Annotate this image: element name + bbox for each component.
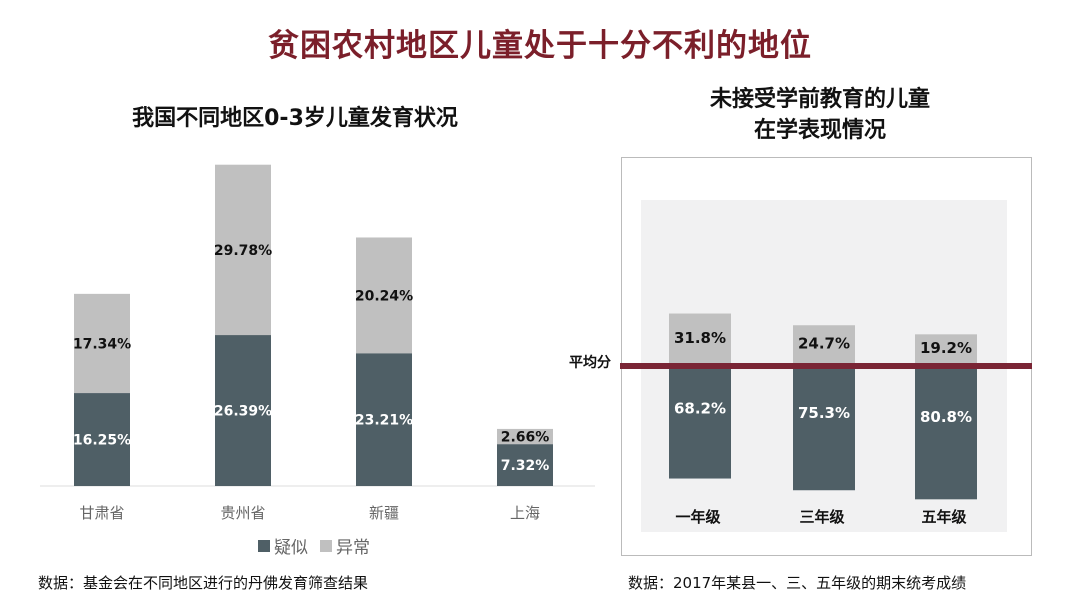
x-tick-label: 三年级 [799,508,845,526]
x-tick-label: 甘肃省 [79,504,124,522]
data-label-below: 68.2% [674,399,726,417]
right-title-line-2: 在学表现情况 [753,118,886,143]
data-label-above: 31.8% [674,329,726,347]
legend-label-yisi: 疑似 [274,538,308,558]
bar-yisi-3 [497,444,553,486]
bar-yichang-0 [74,293,130,394]
left-footnote: 数据：基金会在不同地区进行的丹佛发育筛查结果 [38,574,369,592]
legend-swatch-yichang [320,540,332,552]
bar-score-above-1 [793,325,855,366]
bar-score-below-0 [669,366,731,479]
data-label-yichang: 17.34% [73,336,131,352]
main-title: 贫困农村地区儿童处于十分不利的地位 [268,28,812,64]
x-tick-label: 新疆 [369,504,399,522]
bar-yisi-1 [215,335,271,486]
data-label-yichang: 2.66% [501,430,550,446]
x-tick-label: 五年级 [921,508,967,526]
right-footnote: 数据：2017年某县一、三、五年级的期末统考成绩 [628,574,967,592]
data-label-yichang: 20.24% [355,288,413,304]
data-label-yisi: 23.21% [355,413,413,429]
data-label-yichang: 29.78% [214,243,272,259]
bar-yisi-0 [74,393,130,486]
right-chart-title: 未接受学前教育的儿童 在学表现情况 [640,84,1000,146]
bar-yichang-3 [497,428,553,445]
legend-swatch-yisi [258,540,270,552]
bar-score-below-1 [793,366,855,491]
data-label-above: 19.2% [920,339,972,357]
left-chart-title: 我国不同地区0-3岁儿童发育状况 [132,106,458,131]
right-title-line-1: 未接受学前教育的儿童 [709,87,930,112]
x-tick-label: 贵州省 [220,504,265,522]
bar-yisi-2 [356,353,412,486]
data-label-yisi: 26.39% [214,404,272,420]
bar-yichang-2 [356,237,412,354]
x-tick-label: 上海 [510,504,540,522]
average-line-label: 平均分 [569,354,611,371]
data-label-yisi: 7.32% [501,458,550,474]
bar-yichang-1 [215,164,271,336]
data-label-below: 75.3% [798,404,850,422]
data-label-below: 80.8% [920,408,972,426]
average-reference-line [620,363,1032,369]
legend-label-yichang: 异常 [336,538,370,558]
x-tick-label: 一年级 [675,508,721,526]
bar-score-above-0 [669,313,731,366]
bar-score-below-2 [915,366,977,500]
bar-score-above-2 [915,334,977,366]
data-label-yisi: 16.25% [73,433,131,449]
data-label-above: 24.7% [798,335,850,353]
